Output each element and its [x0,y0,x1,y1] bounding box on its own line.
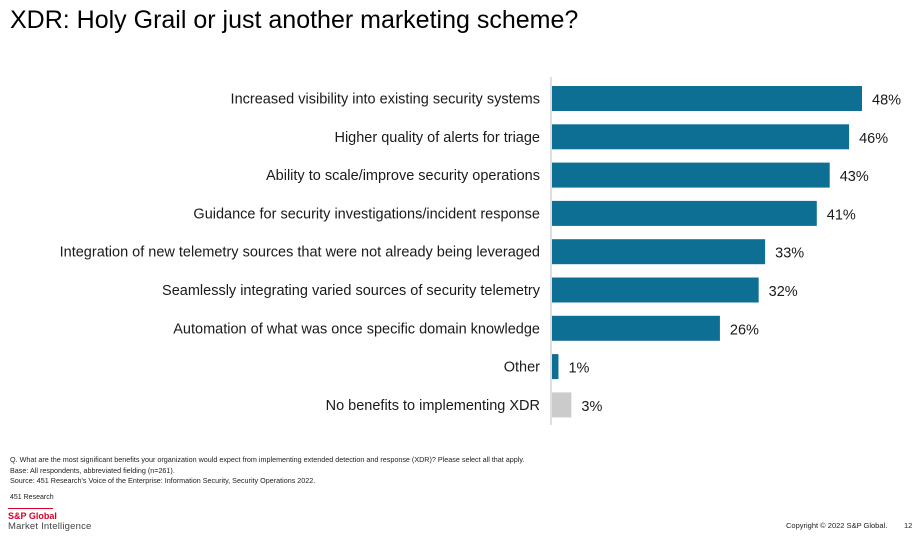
value-label: 32% [769,284,798,300]
copyright-notice: Copyright © 2022 S&P Global. [786,521,888,530]
bar [552,86,862,111]
research-label: 451 Research [10,494,54,501]
page-title: XDR: Holy Grail or just another marketin… [10,6,579,34]
bars [552,86,862,418]
bar [552,354,559,380]
survey-base: Base: All respondents, abbreviated field… [10,465,175,475]
page-number: 12 [904,521,912,530]
category-label: Increased visibility into existing secur… [231,92,540,108]
footnotes: Q. What are the most significant benefit… [10,455,524,487]
bar [552,162,830,188]
value-labels: 48% 46% 43% 41% 33% 32% 26% 1% 3% [568,93,901,415]
value-label: 43% [840,169,869,185]
category-label: Higher quality of alerts for triage [334,130,540,146]
category-label: Ability to scale/improve security operat… [266,168,540,184]
value-label: 3% [581,399,602,415]
logo-rule [8,508,53,509]
sp-global-logo: S&P Global Market Intelligence [8,508,92,532]
value-label: 48% [872,93,901,109]
bar [552,239,766,265]
bar [552,124,850,150]
bar [552,200,817,226]
survey-source: Source: 451 Research's Voice of the Ente… [10,476,316,485]
category-label: Other [504,360,540,376]
bar [552,315,720,341]
logo-subtitle: Market Intelligence [8,521,92,532]
category-label: Integration of new telemetry sources tha… [60,245,540,261]
value-label: 33% [775,246,804,262]
category-label: Automation of what was once specific dom… [173,321,540,337]
category-labels: Increased visibility into existing secur… [60,92,541,414]
category-label: Guidance for security investigations/inc… [193,206,540,222]
bar-chart: Increased visibility into existing secur… [60,77,901,425]
category-label: No benefits to implementing XDR [326,398,540,414]
bar [552,277,759,303]
value-label: 41% [827,207,856,223]
value-label: 1% [568,361,589,377]
bar [552,392,572,418]
value-label: 26% [730,322,759,338]
value-label: 46% [859,131,888,147]
logo-brand: S&P Global [8,511,57,521]
survey-question: Q. What are the most significant benefit… [10,455,525,464]
category-label: Seamlessly integrating varied sources of… [162,283,541,299]
